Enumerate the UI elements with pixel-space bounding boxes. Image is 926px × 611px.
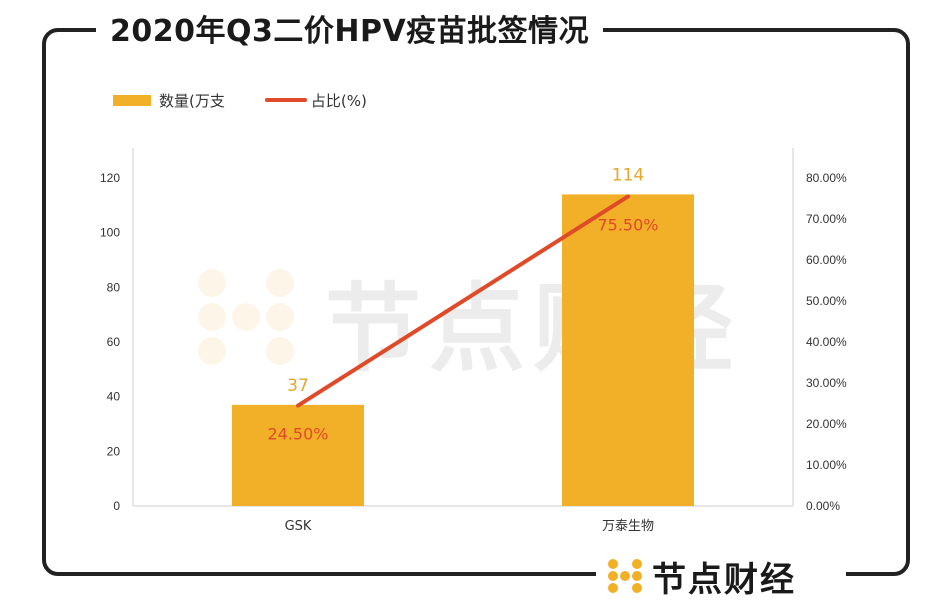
right-tick-label: 20.00%: [806, 417, 847, 431]
right-tick-label: 80.00%: [806, 171, 847, 185]
right-tick-label: 50.00%: [806, 294, 847, 308]
bar-value-label: 114: [612, 165, 644, 185]
watermark-dot: [198, 269, 226, 297]
data-labels: 37 24.50% 114 75.50%: [267, 165, 658, 443]
legend: 数量(万支 占比(%): [113, 88, 367, 112]
brand-name: 节点财经: [652, 559, 796, 600]
left-tick-label: 60: [107, 335, 121, 349]
footer-brand: 节点财经: [596, 552, 846, 600]
legend-bar-label: 数量(万支: [159, 91, 225, 110]
bar: [232, 404, 364, 506]
line-value-label: 24.50%: [267, 425, 328, 444]
left-tick-label: 0: [113, 499, 120, 513]
right-tick-label: 0.00%: [806, 499, 840, 513]
watermark-dot: [266, 269, 294, 297]
right-tick-label: 30.00%: [806, 376, 847, 390]
watermark-logo-icon: [198, 269, 294, 365]
watermark-dot: [266, 303, 294, 331]
right-tick-label: 10.00%: [806, 458, 847, 472]
watermark-dot: [198, 303, 226, 331]
left-tick-label: 100: [100, 226, 120, 240]
chart-title: 2020年Q3二价HPV疫苗批签情况: [96, 12, 604, 52]
left-axis-ticks: 0 20 40 60 80 100 120: [100, 171, 120, 513]
legend-line-swatch: [264, 98, 307, 102]
brand-logo-icon: [608, 559, 642, 593]
category-label: 万泰生物: [602, 519, 654, 534]
legend-bar-swatch: [113, 94, 151, 106]
bar: [562, 194, 694, 506]
bars: [232, 194, 694, 506]
legend-line-label: 占比(%): [310, 91, 367, 110]
watermark-dot: [232, 303, 260, 331]
watermark-dot: [266, 337, 294, 365]
right-tick-label: 40.00%: [806, 335, 847, 349]
watermark-dot: [198, 337, 226, 365]
left-tick-label: 40: [107, 390, 121, 404]
right-tick-label: 70.00%: [806, 212, 847, 226]
bar-value-label: 37: [287, 376, 309, 396]
left-tick-label: 120: [100, 171, 120, 185]
left-tick-label: 20: [107, 444, 121, 458]
line-value-label: 75.50%: [597, 215, 658, 234]
ratio-line: [296, 194, 630, 408]
right-tick-label: 60.00%: [806, 253, 847, 267]
ratio-series-line: [296, 194, 630, 408]
category-label: GSK: [285, 519, 312, 534]
category-labels: GSK 万泰生物: [285, 519, 654, 534]
left-tick-label: 80: [107, 280, 121, 294]
right-axis-ticks: 0.00% 10.00% 20.00% 30.00% 40.00% 50.00% 60.00…: [806, 171, 847, 513]
